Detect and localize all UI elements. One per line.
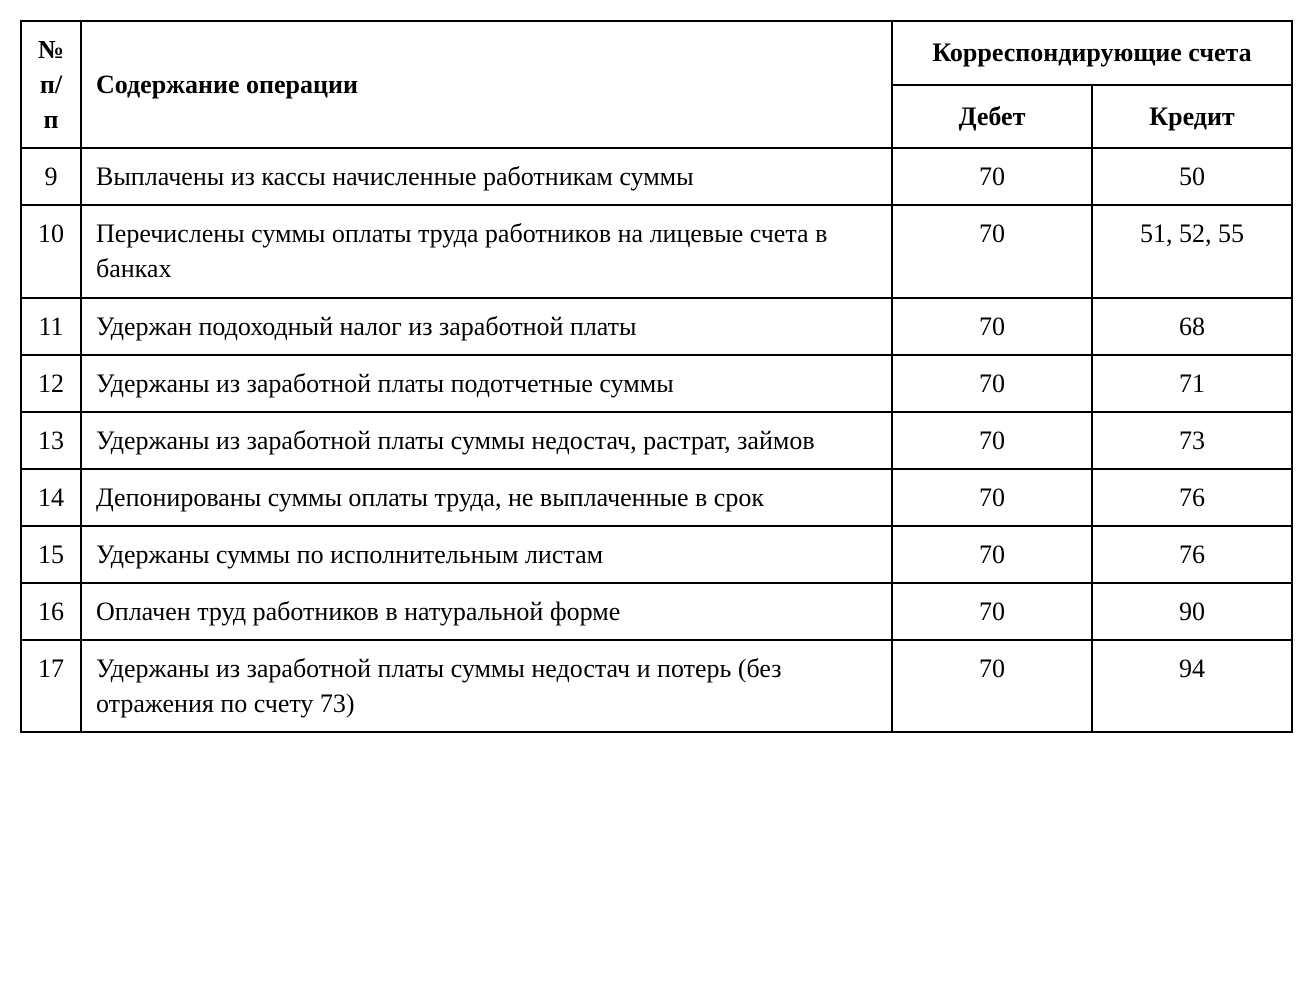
cell-credit: 71 [1092, 355, 1292, 412]
cell-desc: Удержаны из заработной платы суммы недос… [81, 640, 892, 732]
cell-desc: Оплачен труд работников в натуральной фо… [81, 583, 892, 640]
table-row: 9Выплачены из кассы начисленные работник… [21, 148, 1292, 205]
cell-debit: 70 [892, 148, 1092, 205]
table-row: 15Удержаны суммы по исполнительным листа… [21, 526, 1292, 583]
cell-desc: Депонированы суммы оплаты труда, не выпл… [81, 469, 892, 526]
cell-credit: 50 [1092, 148, 1292, 205]
cell-desc: Удержаны суммы по исполнительным листам [81, 526, 892, 583]
table-row: 11Удержан подоходный налог из заработной… [21, 298, 1292, 355]
table-row: 12Удержаны из заработной платы подотчетн… [21, 355, 1292, 412]
table-header: № п/п Содержание операции Корреспондирую… [21, 21, 1292, 148]
cell-desc: Удержаны из заработной платы подотчетные… [81, 355, 892, 412]
cell-desc: Удержан подоходный налог из заработной п… [81, 298, 892, 355]
cell-num: 9 [21, 148, 81, 205]
table-body: 9Выплачены из кассы начисленные работник… [21, 148, 1292, 732]
cell-debit: 70 [892, 205, 1092, 297]
cell-num: 17 [21, 640, 81, 732]
table-row: 14Депонированы суммы оплаты труда, не вы… [21, 469, 1292, 526]
cell-num: 16 [21, 583, 81, 640]
cell-desc: Выплачены из кассы начисленные работника… [81, 148, 892, 205]
cell-num: 12 [21, 355, 81, 412]
cell-credit: 76 [1092, 526, 1292, 583]
header-desc: Содержание операции [81, 21, 892, 148]
cell-credit: 51, 52, 55 [1092, 205, 1292, 297]
cell-desc: Удержаны из заработной платы суммы недос… [81, 412, 892, 469]
cell-desc: Перечислены суммы оплаты труда работнико… [81, 205, 892, 297]
cell-credit: 90 [1092, 583, 1292, 640]
header-debit: Дебет [892, 85, 1092, 149]
accounting-entries-table: № п/п Содержание операции Корреспондирую… [20, 20, 1293, 733]
cell-credit: 68 [1092, 298, 1292, 355]
table-row: 10Перечислены суммы оплаты труда работни… [21, 205, 1292, 297]
cell-debit: 70 [892, 412, 1092, 469]
cell-credit: 76 [1092, 469, 1292, 526]
header-credit: Кредит [1092, 85, 1292, 149]
cell-credit: 73 [1092, 412, 1292, 469]
cell-debit: 70 [892, 640, 1092, 732]
cell-debit: 70 [892, 355, 1092, 412]
cell-num: 11 [21, 298, 81, 355]
header-num: № п/п [21, 21, 81, 148]
cell-debit: 70 [892, 298, 1092, 355]
cell-credit: 94 [1092, 640, 1292, 732]
cell-num: 10 [21, 205, 81, 297]
cell-debit: 70 [892, 583, 1092, 640]
table-row: 16Оплачен труд работников в натуральной … [21, 583, 1292, 640]
header-accounts-group: Корреспондирующие счета [892, 21, 1292, 85]
header-row-1: № п/п Содержание операции Корреспондирую… [21, 21, 1292, 85]
cell-debit: 70 [892, 469, 1092, 526]
cell-debit: 70 [892, 526, 1092, 583]
table-row: 17Удержаны из заработной платы суммы нед… [21, 640, 1292, 732]
cell-num: 15 [21, 526, 81, 583]
table-row: 13Удержаны из заработной платы суммы нед… [21, 412, 1292, 469]
cell-num: 13 [21, 412, 81, 469]
cell-num: 14 [21, 469, 81, 526]
